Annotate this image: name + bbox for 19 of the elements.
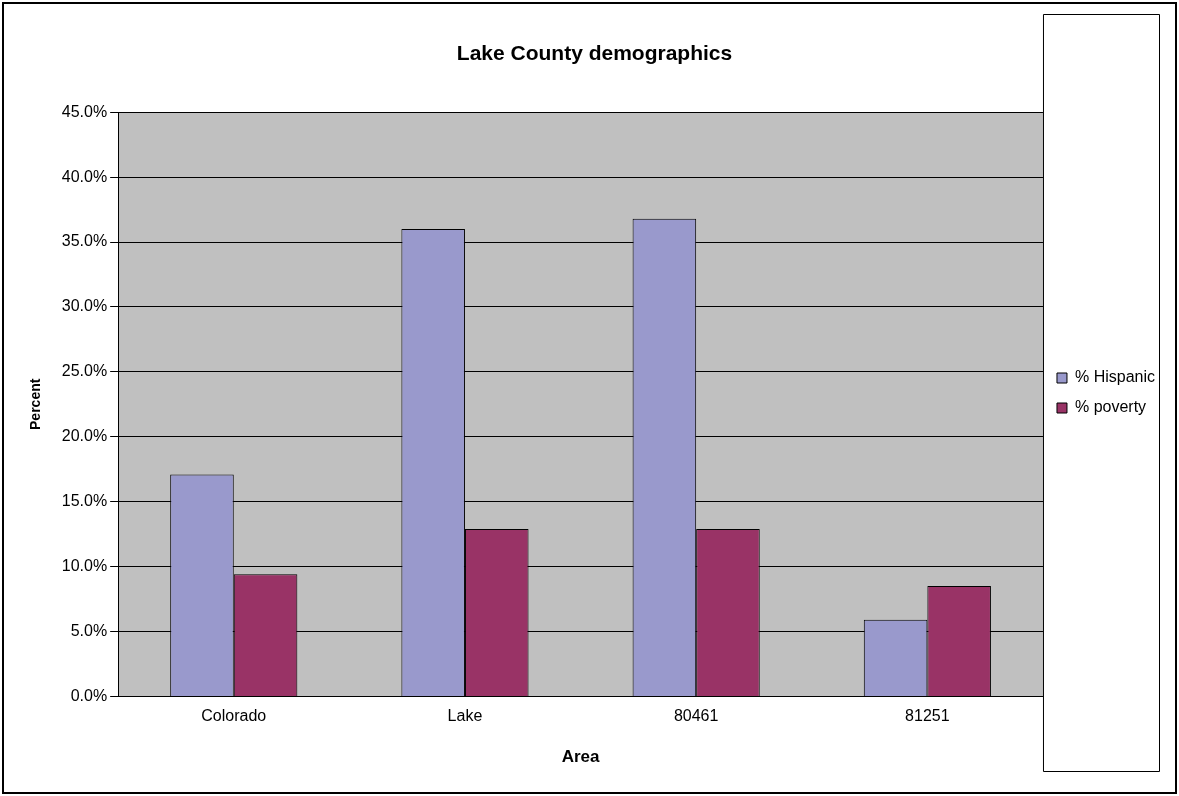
x-tick-label: Lake (447, 707, 483, 725)
legend-label: % poverty (1074, 398, 1147, 416)
x-tick-label: Colorado (201, 707, 267, 725)
y-tick-label: 25.0% (61, 362, 108, 380)
chart-title: Lake County demographics (456, 41, 733, 65)
y-tick-label: 45.0% (61, 102, 108, 120)
x-tick-label: 81251 (905, 707, 950, 725)
y-tick-label: 20.0% (61, 427, 108, 445)
y-tick-label: 5.0% (70, 621, 108, 639)
legend-label: % Hispanic (1074, 368, 1155, 386)
y-tick-label: 40.0% (61, 167, 108, 185)
y-tick-label: 0.0% (70, 686, 108, 704)
x-tick-label: 80461 (673, 707, 719, 725)
y-tick-label: 35.0% (61, 232, 108, 250)
y-axis-title: Percent (27, 378, 44, 430)
x-axis-title: Area (561, 747, 601, 767)
y-tick-label: 30.0% (61, 297, 108, 315)
y-tick-label: 10.0% (61, 556, 108, 574)
y-tick-label: 15.0% (61, 492, 108, 510)
